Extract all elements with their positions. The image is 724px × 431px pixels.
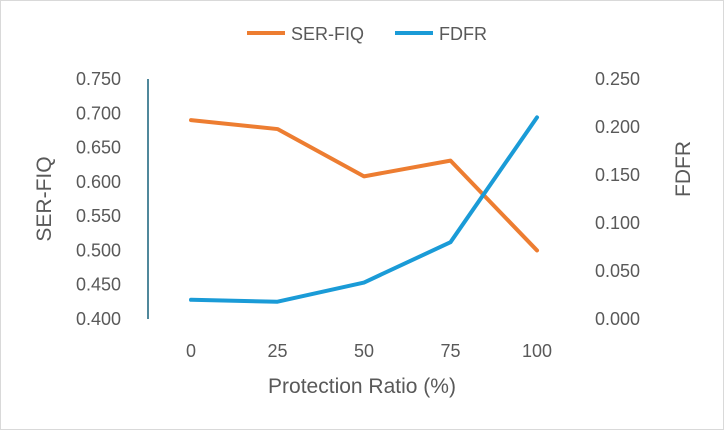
y-right-tick-label: 0.050 bbox=[595, 261, 640, 281]
y-left-tick-label: 0.550 bbox=[76, 206, 121, 226]
legend: SER-FIQ FDFR bbox=[247, 24, 487, 44]
x-tick-label: 0 bbox=[186, 341, 196, 361]
y-right-tick-label: 0.200 bbox=[595, 117, 640, 137]
y-left-tick-label: 0.400 bbox=[76, 309, 121, 329]
series-line-fdfr bbox=[189, 115, 539, 304]
legend-label-ser-fiq: SER-FIQ bbox=[291, 24, 364, 44]
y-right-tick-label: 0.000 bbox=[595, 309, 640, 329]
x-tick-label: 25 bbox=[267, 341, 287, 361]
y-axis-left-title: SER-FIQ bbox=[33, 156, 56, 241]
series-line-ser-fiq bbox=[189, 118, 539, 253]
y-left-tick-label: 0.750 bbox=[76, 69, 121, 89]
x-axis-ticks: 0 25 50 75 100 bbox=[186, 341, 552, 361]
legend-item-fdfr: FDFR bbox=[395, 24, 487, 44]
series-lines bbox=[189, 115, 539, 304]
legend-item-ser-fiq: SER-FIQ bbox=[247, 24, 364, 44]
y-right-tick-label: 0.100 bbox=[595, 213, 640, 233]
y-right-tick-label: 0.150 bbox=[595, 165, 640, 185]
y-left-tick-label: 0.500 bbox=[76, 240, 121, 260]
y-left-tick-label: 0.450 bbox=[76, 275, 121, 295]
x-axis-title: Protection Ratio (%) bbox=[268, 375, 456, 398]
y-axis-right-title: FDFR bbox=[672, 141, 695, 197]
y-right-tick-label: 0.250 bbox=[595, 69, 640, 89]
x-tick-label: 50 bbox=[354, 341, 374, 361]
y-left-tick-label: 0.600 bbox=[76, 172, 121, 192]
y-axis-left-ticks: 0.400 0.450 0.500 0.550 0.600 0.650 0.700 0.750 bbox=[76, 69, 121, 329]
legend-label-fdfr: FDFR bbox=[439, 24, 487, 44]
x-tick-label: 75 bbox=[440, 341, 460, 361]
x-tick-label: 100 bbox=[522, 341, 552, 361]
y-left-tick-label: 0.700 bbox=[76, 103, 121, 123]
y-axis-right-ticks: 0.000 0.050 0.100 0.150 0.200 0.250 bbox=[595, 69, 640, 329]
y-left-tick-label: 0.650 bbox=[76, 138, 121, 158]
